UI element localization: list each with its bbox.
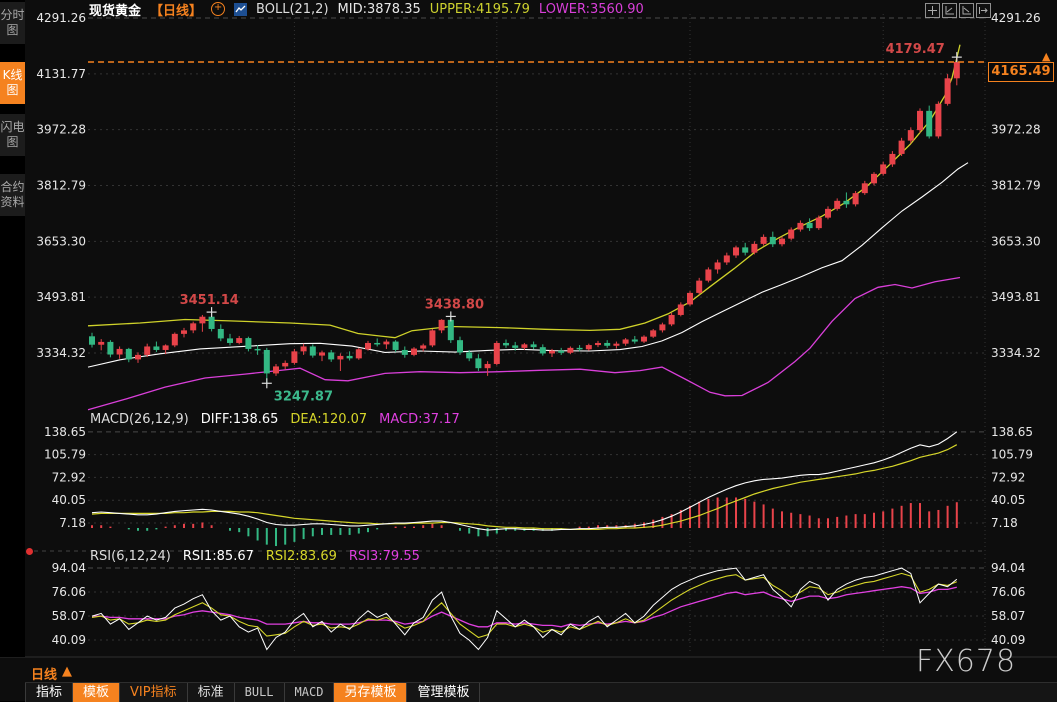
boll-upper-value: UPPER:4195.79 <box>429 1 530 17</box>
rsi3-value: RSI3:79.55 <box>348 549 420 564</box>
macd-macd-value: MACD:37.17 <box>379 412 460 427</box>
tab-vip-indicators[interactable]: VIP指标 <box>120 683 188 702</box>
tab-indicators[interactable]: 指标 <box>25 683 74 702</box>
sidebar-tab-contract-info[interactable]: 合约资料 <box>0 174 25 216</box>
scale-up-icon[interactable] <box>942 3 957 18</box>
svg-text:3972.28: 3972.28 <box>36 123 86 137</box>
rsi-label: RSI(6,12,24) <box>90 549 171 564</box>
sidebar-tab-lightning-chart[interactable]: 闪电图 <box>0 114 25 156</box>
add-indicator-icon[interactable] <box>211 2 226 16</box>
macd-dea-value: DEA:120.07 <box>290 412 368 427</box>
svg-text:3493.81: 3493.81 <box>991 290 1041 304</box>
drawing-anchor-dot[interactable] <box>26 548 33 555</box>
svg-text:3812.79: 3812.79 <box>36 179 86 193</box>
svg-text:138.65: 138.65 <box>44 425 86 439</box>
svg-text:3972.28: 3972.28 <box>991 123 1041 137</box>
tab-save-template[interactable]: 另存模板 <box>334 683 408 702</box>
svg-text:3653.30: 3653.30 <box>991 234 1041 248</box>
svg-text:94.04: 94.04 <box>52 561 86 575</box>
scale-down-icon[interactable] <box>959 3 974 18</box>
rsi1-value: RSI1:85.67 <box>182 549 254 564</box>
svg-text:76.06: 76.06 <box>991 585 1025 599</box>
svg-text:3438.80: 3438.80 <box>425 297 484 312</box>
boll-label: BOLL(21,2) <box>256 1 329 17</box>
svg-text:40.09: 40.09 <box>991 633 1025 647</box>
svg-text:4291.26: 4291.26 <box>36 11 86 25</box>
svg-text:7.18: 7.18 <box>991 516 1018 530</box>
left-sidebar: 分时图 K线图 闪电图 合约资料 <box>0 0 25 657</box>
svg-text:58.07: 58.07 <box>52 609 86 623</box>
period-tag: 【日线】 <box>150 3 203 19</box>
boll-mid-value: MID:3878.35 <box>337 1 421 17</box>
rsi-indicator-row: RSI(6,12,24) RSI1:85.67 RSI2:83.69 RSI3:… <box>90 549 420 564</box>
price-chart-canvas[interactable]: 4291.264291.264131.774131.773972.283972.… <box>0 0 1057 660</box>
tab-manage-template[interactable]: 管理模板 <box>407 683 481 702</box>
last-price-box[interactable]: 4165.49 <box>988 62 1054 82</box>
pan-icon[interactable] <box>925 3 940 18</box>
svg-text:72.92: 72.92 <box>991 470 1025 484</box>
svg-text:4131.77: 4131.77 <box>36 67 86 81</box>
macd-indicator-row: MACD(26,12,9) DIFF:138.65 DEA:120.07 MAC… <box>90 412 460 427</box>
svg-text:3334.32: 3334.32 <box>991 346 1041 360</box>
svg-text:3451.14: 3451.14 <box>180 293 239 308</box>
svg-text:3334.32: 3334.32 <box>36 346 86 360</box>
chart-toolbar <box>925 3 991 18</box>
macd-diff-value: DIFF:138.65 <box>200 412 279 427</box>
chart-header: 现货黄金 【日线】 BOLL(21,2) MID:3878.35 UPPER:4… <box>89 1 644 19</box>
svg-text:3493.81: 3493.81 <box>36 290 86 304</box>
boll-lower-value: LOWER:3560.90 <box>538 1 644 17</box>
sidebar-tab-kline-chart[interactable]: K线图 <box>0 62 25 104</box>
svg-text:72.92: 72.92 <box>52 470 86 484</box>
svg-text:138.65: 138.65 <box>991 425 1033 439</box>
symbol-name: 现货黄金 <box>89 3 142 19</box>
price-up-arrow-icon <box>1042 51 1050 62</box>
chevron-up-icon: ▲ <box>62 664 73 679</box>
svg-text:40.05: 40.05 <box>991 493 1025 507</box>
svg-text:3247.87: 3247.87 <box>274 389 333 404</box>
tab-bull[interactable]: BULL <box>235 683 285 702</box>
svg-text:7.18: 7.18 <box>59 516 86 530</box>
svg-text:58.07: 58.07 <box>991 609 1025 623</box>
svg-text:4179.47: 4179.47 <box>886 42 945 57</box>
tab-standard[interactable]: 标准 <box>188 683 235 702</box>
macd-label: MACD(26,12,9) <box>90 412 189 427</box>
svg-text:4291.26: 4291.26 <box>991 11 1041 25</box>
svg-text:3812.79: 3812.79 <box>991 179 1041 193</box>
footer-period-text: 日线 <box>31 668 58 683</box>
sidebar-tab-time-chart[interactable]: 分时图 <box>0 2 25 44</box>
footer-period-selector[interactable]: 日线 ▲ <box>31 664 72 683</box>
svg-text:94.04: 94.04 <box>991 561 1025 575</box>
svg-text:3653.30: 3653.30 <box>36 234 86 248</box>
svg-text:105.79: 105.79 <box>44 448 86 462</box>
rsi2-value: RSI2:83.69 <box>265 549 337 564</box>
bottom-tabbar: 指标 模板 VIP指标 标准 BULL MACD 另存模板 管理模板 <box>25 682 1057 702</box>
svg-text:40.05: 40.05 <box>52 493 86 507</box>
expand-right-icon[interactable] <box>976 3 991 18</box>
svg-text:105.79: 105.79 <box>991 448 1033 462</box>
tab-template[interactable]: 模板 <box>73 683 121 702</box>
svg-text:76.06: 76.06 <box>52 585 86 599</box>
tab-macd[interactable]: MACD <box>285 683 335 702</box>
fx678-watermark: FX678 <box>916 644 1017 679</box>
svg-text:40.09: 40.09 <box>52 633 86 647</box>
chart-type-icon[interactable] <box>234 2 248 16</box>
